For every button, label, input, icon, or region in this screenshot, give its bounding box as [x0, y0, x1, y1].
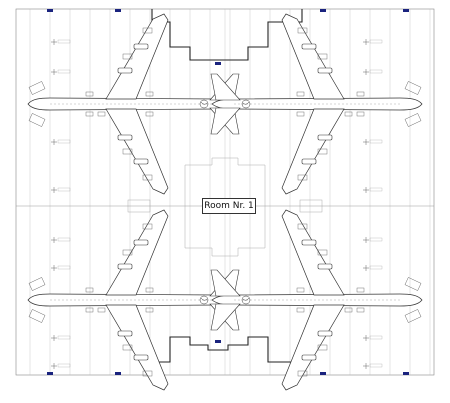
aircraft-bottom-left	[27, 209, 240, 391]
position-marker	[51, 363, 71, 369]
central-room-outline	[127, 157, 323, 257]
door-markers	[47, 9, 409, 375]
position-marker	[51, 237, 71, 243]
position-marker	[51, 69, 71, 75]
room-label: Room Nr. 1	[202, 198, 256, 214]
position-marker	[363, 139, 383, 145]
position-marker	[363, 69, 383, 75]
aircraft-bottom-right	[210, 209, 423, 391]
top-wall	[151, 9, 303, 61]
position-marker	[51, 139, 71, 145]
position-marker	[363, 187, 383, 193]
position-marker	[363, 237, 383, 243]
position-marker	[51, 265, 71, 271]
position-marker	[51, 335, 71, 341]
aircraft-top-left	[27, 13, 240, 195]
vertical-grid	[29, 9, 431, 375]
position-marker	[363, 335, 383, 341]
position-marker	[363, 265, 383, 271]
position-marker	[363, 39, 383, 45]
position-marker	[51, 39, 71, 45]
position-marker	[363, 363, 383, 369]
aircraft-top-right	[210, 13, 423, 195]
bottom-wall	[151, 336, 303, 375]
position-marker	[51, 187, 71, 193]
